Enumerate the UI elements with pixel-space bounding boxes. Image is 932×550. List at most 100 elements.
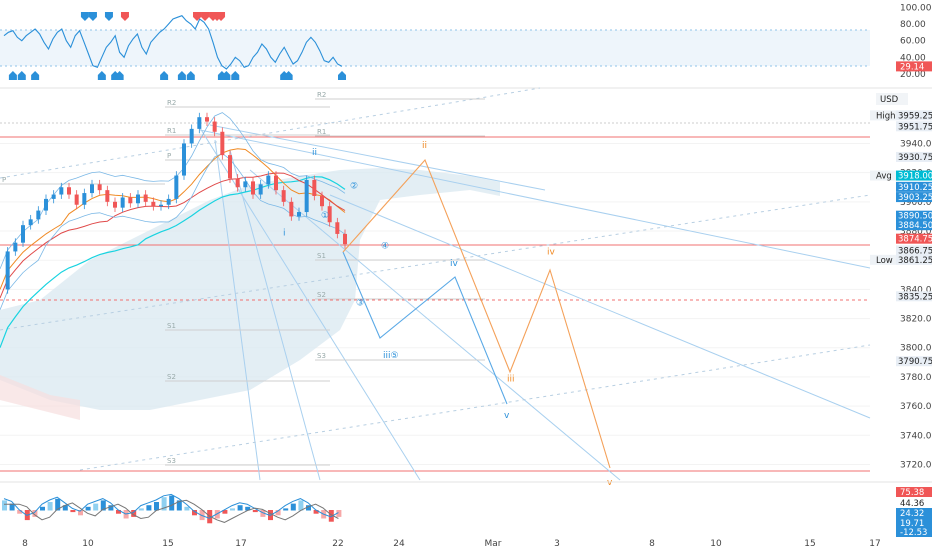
moving-average-orange (0, 148, 346, 290)
time-tick-label: 24 (393, 539, 405, 549)
rsi-tick-label: 20.00 (900, 70, 926, 80)
macd-tag-value: 75.38 (900, 488, 924, 498)
macd-bar (93, 503, 99, 511)
macd-bar (290, 503, 296, 511)
candle-body (312, 179, 317, 196)
wave-label-blue: ④ (381, 242, 389, 252)
macd-tag-box (896, 487, 932, 497)
price-tag-box (896, 356, 932, 367)
macd-bar (78, 510, 83, 516)
wave-label-blue: iii⑤ (383, 351, 399, 361)
macd-bar (40, 506, 45, 511)
wave-projection-orange (342, 158, 611, 469)
macd-bar (199, 510, 205, 521)
candle-body (36, 210, 41, 220)
macd-bar (328, 510, 334, 522)
moving-average-cyan (0, 176, 346, 348)
macd-bar (116, 510, 121, 514)
price-tag-box (896, 220, 932, 231)
macd-bar (108, 505, 114, 511)
candle-body (220, 131, 225, 156)
candles (5, 112, 347, 294)
price-tag-box (896, 245, 932, 256)
rsi-oversold-marker (31, 71, 40, 80)
price-tag-value: 3861.25 (898, 256, 932, 266)
time-tick-label: 3 (554, 539, 560, 549)
candle-body (159, 204, 163, 207)
macd-bar (169, 495, 175, 511)
price-tag-value: 3959.25 (898, 111, 932, 121)
price-tag-label-box (870, 110, 896, 121)
macd-bar (230, 508, 235, 511)
price-tick-label: 3840.00 (900, 285, 932, 295)
macd-bar (237, 505, 243, 511)
candle-body (251, 181, 255, 195)
macd-bar (336, 510, 342, 517)
pivot-label: S2 (167, 373, 176, 381)
time-tick-label: 8 (649, 539, 655, 549)
candle-body (74, 194, 79, 205)
candle-body (143, 194, 148, 202)
candle-body (205, 117, 209, 122)
candle-body (166, 198, 171, 205)
rsi-tick-label: 60.00 (900, 37, 926, 47)
price-tag-box (896, 210, 932, 221)
rsi-overbought-marker (193, 12, 202, 21)
price-tag-value: 3866.75 (898, 246, 932, 256)
price-tag-value: 3903.25 (898, 193, 932, 203)
price-tag-value: 3918.00 (898, 172, 932, 182)
macd-bar (222, 510, 228, 514)
macd-bar (70, 510, 76, 513)
rsi-overbought-marker (201, 12, 210, 21)
macd-bar (260, 510, 266, 517)
macd-tag-box (896, 498, 932, 508)
wave-label-blue: i (283, 228, 286, 238)
candle-body (21, 225, 25, 243)
price-tag-box (896, 110, 932, 121)
candle-body (113, 201, 117, 208)
candle-body (174, 175, 179, 199)
bollinger-upper (0, 112, 346, 270)
macd-bar (138, 508, 144, 511)
price-tag-value: 3874.75 (898, 235, 932, 245)
pivot-label: S1 (167, 322, 176, 330)
price-tick-label: 3720.00 (900, 460, 932, 470)
price-tag-box (896, 291, 932, 302)
candle-body (258, 184, 263, 195)
price-tick-label: 3880.00 (900, 227, 932, 237)
rsi-overbought-marker (104, 12, 113, 21)
price-tag-label: Avg (876, 172, 892, 182)
time-tick-label: Mar (485, 539, 502, 549)
macd-bar (184, 506, 190, 511)
time-tick-label: 17 (869, 539, 880, 549)
macd-tag-value: 44.36 (900, 499, 924, 509)
macd-tag-box (896, 518, 932, 528)
rsi-line (3, 15, 343, 70)
macd-bar (252, 510, 258, 513)
price-tag-box (896, 121, 932, 132)
wave-label-blue: v (504, 411, 510, 421)
rsi-tick-label: 80.00 (900, 20, 926, 30)
rsi-oversold-marker (17, 71, 26, 80)
macd-tag-value: 24.32 (900, 509, 924, 519)
time-tick-label: 15 (804, 539, 815, 549)
candle-body (182, 143, 186, 176)
price-tag-value: 3890.50 (898, 212, 932, 222)
macd-bar (192, 510, 197, 516)
pivot-label: R1 (317, 128, 326, 136)
candle-body (212, 121, 217, 132)
wave-label-blue: ③ (356, 298, 364, 308)
candle-body (197, 117, 202, 129)
macd-signal-line (4, 499, 339, 523)
pivot-label: S3 (317, 352, 326, 360)
macd-bar (131, 510, 137, 517)
rsi-signal-markers (8, 12, 346, 80)
candle-body (189, 128, 194, 144)
price-tag-value: 3951.75 (898, 122, 932, 132)
macd-bar (85, 506, 91, 511)
